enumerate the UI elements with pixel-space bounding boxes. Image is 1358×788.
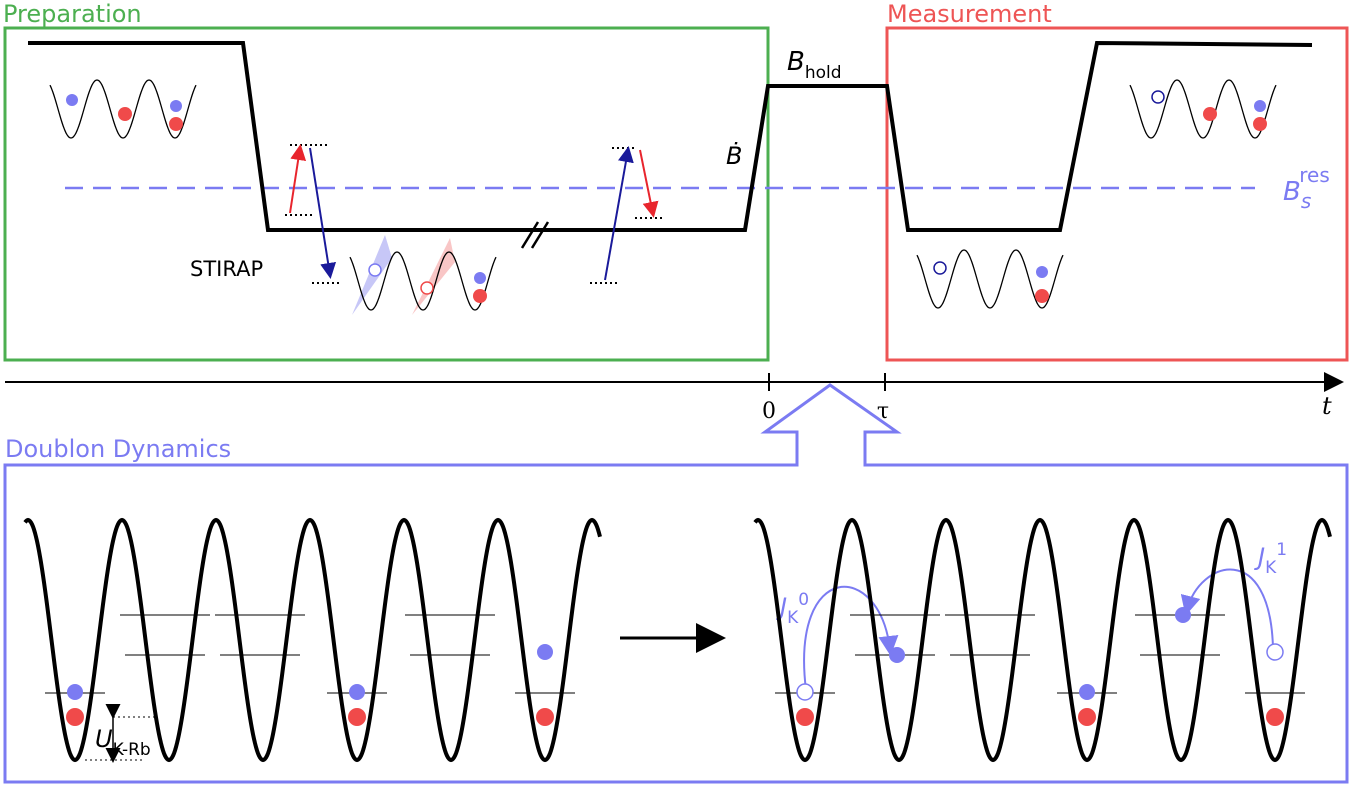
atom <box>1266 708 1284 726</box>
subscript: hold <box>805 63 842 83</box>
atom <box>536 708 554 726</box>
panel-title: Doublon Dynamics <box>5 435 231 463</box>
superscript: 0 <box>798 590 809 610</box>
atom <box>349 684 365 700</box>
atom <box>473 289 487 303</box>
atom <box>1036 266 1048 278</box>
atom <box>1253 117 1267 131</box>
atom <box>1267 644 1283 660</box>
subscript: K <box>787 608 799 628</box>
symbol: B <box>787 47 805 77</box>
figure: Preparation Measurement Doublon Dynamics… <box>0 0 1358 788</box>
atom <box>934 262 946 274</box>
symbol: J <box>1254 543 1265 571</box>
stirap-label: STIRAP <box>190 257 263 281</box>
superscript: 1 <box>1276 540 1287 560</box>
subscript: K-Rb <box>113 740 151 760</box>
bres-label: Bsres <box>1283 163 1330 213</box>
bhold-label: Bhold <box>787 47 842 83</box>
atom <box>1078 708 1096 726</box>
tick-label: τ <box>877 399 889 424</box>
atom <box>118 107 132 121</box>
atom <box>421 282 433 294</box>
lattice <box>1130 80 1276 138</box>
axis-break <box>522 222 548 248</box>
u-label: UK-Rb <box>95 725 151 760</box>
superscript: res <box>1299 163 1330 187</box>
atom <box>1152 91 1164 103</box>
atom <box>348 708 366 726</box>
atom <box>797 684 813 700</box>
atom <box>169 117 183 131</box>
panel-title: Preparation <box>3 0 142 28</box>
atom <box>369 264 381 276</box>
atom <box>66 94 78 106</box>
lattice <box>25 520 600 760</box>
hop-arrow <box>1187 570 1273 648</box>
atom <box>537 644 553 660</box>
atom <box>1254 100 1266 112</box>
atom <box>1203 107 1217 121</box>
atom <box>1035 289 1049 303</box>
panel-title: Measurement <box>887 0 1052 28</box>
atom <box>1175 607 1191 623</box>
atom <box>170 100 182 112</box>
j1-label: JK1 <box>1254 540 1287 578</box>
subscript: s <box>1301 189 1311 213</box>
lattice <box>755 520 1330 760</box>
bdot-label: Ḃ <box>726 141 742 170</box>
preparation-box <box>5 28 768 360</box>
atom <box>796 708 814 726</box>
symbol: B <box>1283 177 1301 207</box>
atom <box>474 272 486 284</box>
measurement-box <box>887 28 1347 360</box>
atom <box>66 708 84 726</box>
axis-label: t <box>1322 392 1332 420</box>
atom <box>1079 684 1095 700</box>
atom <box>889 647 905 663</box>
field-ramp <box>28 43 1312 230</box>
tick-label: 0 <box>762 399 776 424</box>
symbol: U <box>95 725 113 753</box>
subscript: K <box>1265 558 1277 578</box>
atom <box>67 684 83 700</box>
